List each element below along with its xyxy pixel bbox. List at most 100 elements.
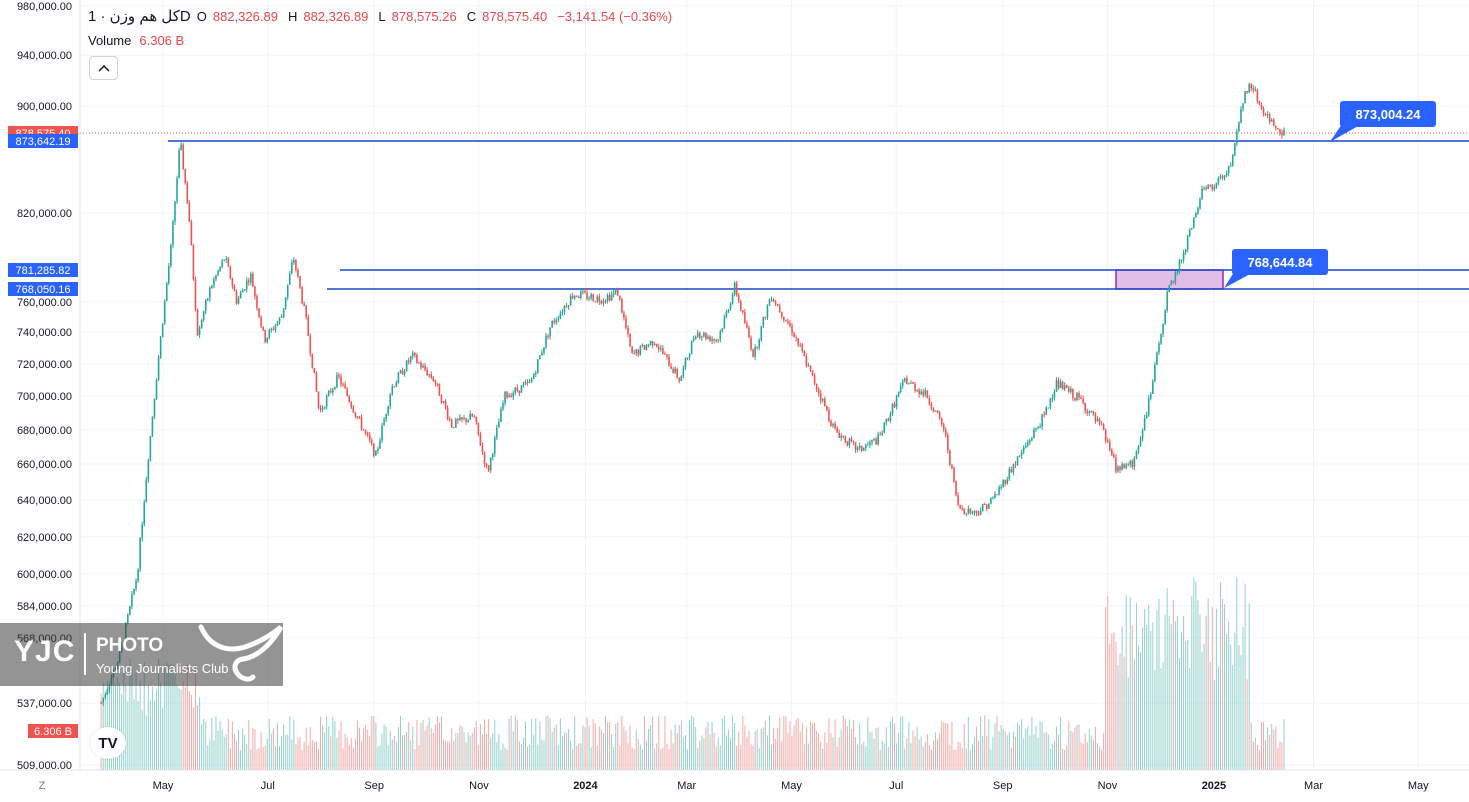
- candle-body: [354, 412, 357, 417]
- price-tick-label: 600,000.00: [17, 569, 72, 581]
- candle-body: [1246, 91, 1248, 93]
- candle-body: [463, 418, 465, 420]
- candle-body: [440, 395, 443, 403]
- candle-body: [803, 351, 806, 357]
- candle-body: [1121, 464, 1123, 470]
- candle-body: [785, 319, 787, 322]
- candle-body: [307, 317, 310, 336]
- candle-body: [744, 312, 746, 324]
- change-value: −3,141.54 (−0.36%): [557, 9, 673, 24]
- candle-body: [1213, 187, 1216, 190]
- candle-body: [399, 370, 402, 374]
- candle-body: [737, 294, 740, 302]
- time-tick-label: May: [1408, 780, 1429, 792]
- tradingview-logo-icon[interactable]: TV: [90, 727, 126, 759]
- candle-body: [641, 345, 644, 347]
- candle-body: [815, 383, 818, 390]
- annotations[interactable]: 873,004.24 768,644.84: [1224, 101, 1436, 289]
- candle-body: [1106, 440, 1109, 442]
- candle-body: [1240, 108, 1242, 123]
- candle-body: [742, 310, 744, 313]
- candle-body: [375, 451, 377, 456]
- candle-body: [1016, 456, 1019, 466]
- candle-body: [633, 352, 635, 354]
- candle-body: [598, 296, 601, 302]
- candle-body: [795, 336, 797, 339]
- candle-body: [731, 294, 734, 304]
- callout-box[interactable]: [1340, 101, 1436, 127]
- candle-body: [1205, 187, 1207, 189]
- legend-header: کل هم وزن · 1D O 882,326.89 H 882,326.89 L…: [88, 7, 676, 25]
- candle-body: [1219, 176, 1222, 178]
- candle-body: [1262, 108, 1265, 115]
- candle-body: [1039, 426, 1041, 428]
- candle-body: [1242, 103, 1244, 109]
- candle-body: [575, 295, 578, 297]
- candle-body: [504, 391, 506, 404]
- candle-body: [539, 355, 541, 360]
- price-labels: 878,575.40873,642.19781,285.82768,050.16…: [8, 125, 78, 738]
- candle-body: [282, 308, 285, 317]
- candle-body: [975, 510, 978, 514]
- scale-toggle-button[interactable]: Z: [38, 780, 46, 792]
- candle-body: [938, 412, 941, 418]
- callout-box[interactable]: [1232, 249, 1328, 275]
- candle-body: [1053, 391, 1056, 398]
- candle-body: [1283, 129, 1285, 136]
- candle-body: [457, 418, 459, 421]
- candle-body: [278, 317, 281, 323]
- candle-body: [1270, 119, 1273, 122]
- candle-body: [686, 357, 689, 359]
- candle-body: [1201, 188, 1203, 200]
- candle-body: [774, 301, 777, 305]
- candle-body: [1119, 466, 1121, 470]
- candle-body: [1020, 452, 1023, 456]
- candle-body: [1254, 89, 1257, 91]
- time-tick-label: Sep: [993, 780, 1013, 792]
- candle-body: [258, 308, 260, 317]
- price-tick-label: 640,000.00: [17, 495, 72, 507]
- candle-body: [1098, 419, 1101, 424]
- candle-body: [594, 301, 597, 303]
- candle-body: [327, 390, 330, 396]
- candle-body: [239, 292, 242, 299]
- candle-body: [206, 298, 209, 301]
- candle-body: [780, 311, 783, 317]
- candle-body: [303, 303, 305, 306]
- candle-body: [188, 202, 191, 222]
- collapse-legend-button[interactable]: [89, 56, 118, 80]
- candle-body: [891, 403, 894, 415]
- symbol-title[interactable]: کل هم وزن · 1D: [88, 8, 191, 25]
- candle-body: [131, 594, 133, 607]
- candle-body: [459, 417, 461, 421]
- time-axis[interactable]: May Jul Sep Nov 2024 Mar May Jul Sep Nov 2025 Mar Ma…: [0, 769, 1469, 802]
- price-axis[interactable]: 509,000.00537,000.00568,000.00584,000.00…: [17, 0, 81, 772]
- candle-body: [508, 395, 510, 398]
- candle-body: [147, 460, 150, 480]
- candle-body: [1100, 423, 1103, 425]
- candle-body: [153, 398, 156, 417]
- candle-body: [192, 245, 195, 280]
- candle-body: [860, 445, 863, 451]
- candle-body: [678, 377, 681, 381]
- candle-body: [553, 320, 556, 323]
- candle-body: [934, 410, 937, 412]
- time-tick-label: Sep: [364, 780, 384, 792]
- candle-body: [491, 453, 494, 458]
- candle-body: [705, 332, 707, 339]
- candle-body: [377, 448, 379, 452]
- candle-body: [467, 419, 469, 422]
- candle-body: [819, 393, 822, 401]
- volume-value: 6.306 B: [139, 33, 185, 48]
- candle-body: [828, 409, 830, 421]
- candle-body: [403, 371, 406, 375]
- candle-body: [961, 508, 963, 510]
- volume-label[interactable]: Volume: [88, 33, 132, 48]
- candle-body: [625, 317, 627, 328]
- candle-body: [428, 374, 430, 376]
- candle-body: [360, 417, 363, 430]
- candle-body: [1080, 397, 1082, 399]
- candle-body: [953, 467, 955, 482]
- candle-body: [284, 297, 287, 309]
